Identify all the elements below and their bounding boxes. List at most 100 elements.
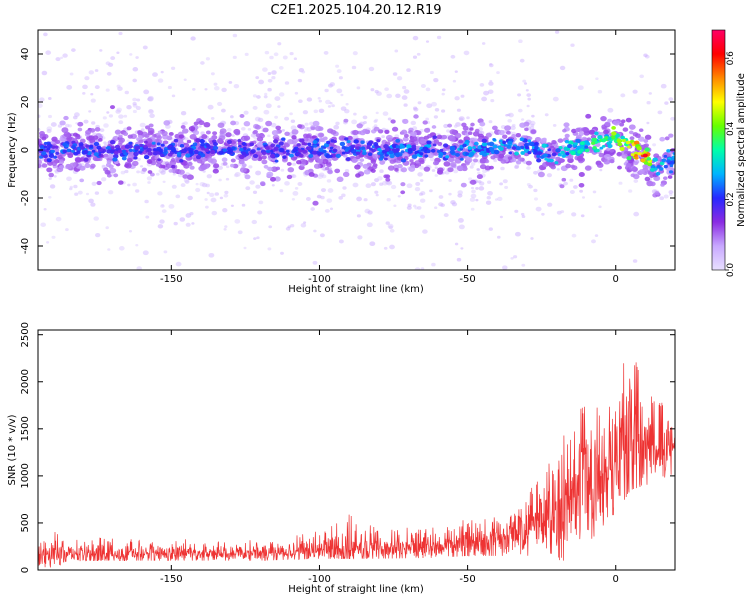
spectral-point bbox=[332, 148, 338, 153]
spectral-point bbox=[319, 233, 325, 238]
spectral-point bbox=[670, 157, 675, 161]
spectral-point bbox=[507, 156, 513, 160]
spectral-point bbox=[362, 149, 367, 153]
spectral-point bbox=[264, 50, 270, 55]
spectral-point bbox=[533, 170, 538, 175]
spectral-point bbox=[510, 256, 514, 260]
spectral-point bbox=[445, 155, 450, 159]
spectral-point bbox=[620, 93, 626, 98]
spectral-point bbox=[257, 117, 264, 123]
spectral-point bbox=[453, 124, 458, 128]
spectral-point bbox=[83, 19, 88, 23]
spectral-point bbox=[560, 210, 565, 214]
spectral-point bbox=[80, 146, 85, 150]
spectral-point bbox=[392, 145, 397, 149]
spectral-point bbox=[286, 174, 293, 180]
spectral-point bbox=[232, 55, 237, 60]
spectral-point bbox=[241, 203, 246, 207]
spectral-point bbox=[544, 113, 549, 117]
spectral-point bbox=[159, 153, 165, 158]
spectral-point bbox=[287, 167, 295, 173]
spectral-point bbox=[521, 215, 526, 219]
spectral-point bbox=[647, 162, 653, 167]
spectral-point bbox=[458, 116, 465, 121]
spectral-point bbox=[559, 65, 566, 71]
spectral-point bbox=[667, 175, 673, 179]
spectral-point bbox=[160, 170, 166, 175]
spectral-point bbox=[176, 138, 184, 145]
spectral-point bbox=[492, 138, 496, 141]
spectral-point bbox=[267, 78, 273, 83]
spectral-point bbox=[148, 97, 153, 102]
spectral-point bbox=[262, 67, 268, 72]
spectral-point bbox=[628, 124, 636, 130]
spectral-point bbox=[310, 126, 316, 131]
spectral-point bbox=[320, 138, 325, 143]
spectral-point bbox=[406, 144, 412, 149]
spectral-point bbox=[318, 172, 325, 177]
spectral-point bbox=[514, 151, 520, 156]
spectral-point bbox=[646, 101, 651, 105]
spectral-point bbox=[117, 149, 123, 154]
spectral-point bbox=[476, 168, 481, 171]
spectral-point bbox=[167, 85, 172, 90]
spectral-point bbox=[350, 149, 357, 154]
spectral-point bbox=[136, 157, 141, 161]
spectral-point bbox=[400, 144, 406, 149]
spectral-point bbox=[485, 200, 492, 205]
spectral-point bbox=[441, 109, 446, 113]
spectral-point bbox=[649, 181, 656, 187]
spectral-point bbox=[141, 167, 148, 172]
spectral-point bbox=[149, 113, 155, 119]
spectral-point bbox=[346, 140, 351, 144]
spectral-point bbox=[88, 135, 95, 141]
spectral-point bbox=[370, 88, 375, 92]
spectral-point bbox=[199, 153, 206, 158]
spectral-point bbox=[481, 142, 488, 147]
spectral-point bbox=[129, 53, 133, 56]
spectral-point bbox=[487, 89, 494, 94]
spectral-point bbox=[189, 211, 194, 216]
spectral-point bbox=[366, 144, 371, 149]
spectral-point bbox=[132, 97, 137, 102]
spectral-point bbox=[502, 265, 508, 270]
spectral-point bbox=[666, 149, 671, 153]
spectral-point bbox=[296, 160, 302, 165]
spectral-point bbox=[85, 129, 92, 135]
spectral-point bbox=[385, 221, 390, 225]
spectral-point bbox=[483, 90, 490, 96]
spectral-point bbox=[206, 174, 212, 179]
spectral-point bbox=[584, 165, 592, 171]
spectral-point bbox=[622, 316, 626, 320]
spectral-point bbox=[105, 226, 109, 230]
spectral-point bbox=[670, 116, 675, 121]
spectral-point bbox=[425, 40, 430, 43]
spectral-point bbox=[594, 234, 599, 237]
spectral-point bbox=[626, 145, 631, 149]
spectral-point bbox=[400, 190, 406, 195]
spectral-point bbox=[205, 205, 209, 209]
spectral-point bbox=[96, 180, 102, 186]
spectral-point bbox=[185, 153, 191, 158]
spectral-point bbox=[411, 154, 418, 159]
spectral-point bbox=[640, 158, 646, 163]
spectral-point bbox=[344, 169, 350, 173]
spectral-point bbox=[190, 36, 196, 41]
spectral-point bbox=[147, 170, 153, 174]
spectral-point bbox=[301, 141, 306, 146]
spectrogram-y-axis: -40 -20 0 20 40 bbox=[20, 48, 675, 254]
spectral-point bbox=[588, 129, 596, 135]
spectral-point bbox=[103, 153, 109, 158]
spectral-point bbox=[221, 157, 228, 162]
spectral-point bbox=[160, 70, 164, 74]
spectral-point bbox=[253, 237, 257, 240]
spectral-point bbox=[438, 202, 444, 207]
spectral-point bbox=[269, 153, 276, 159]
spectral-point bbox=[367, 152, 373, 157]
spectral-point bbox=[672, 152, 675, 156]
spectral-point bbox=[118, 31, 123, 36]
spectral-point bbox=[281, 157, 288, 163]
spectral-point bbox=[552, 123, 557, 127]
spectral-point bbox=[41, 151, 47, 156]
